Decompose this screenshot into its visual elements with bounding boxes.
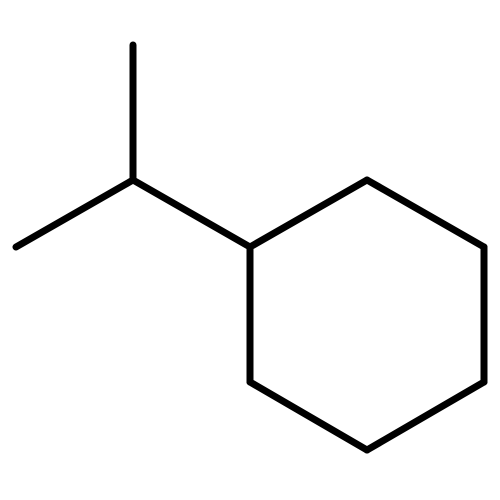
molecule-diagram <box>0 0 500 500</box>
